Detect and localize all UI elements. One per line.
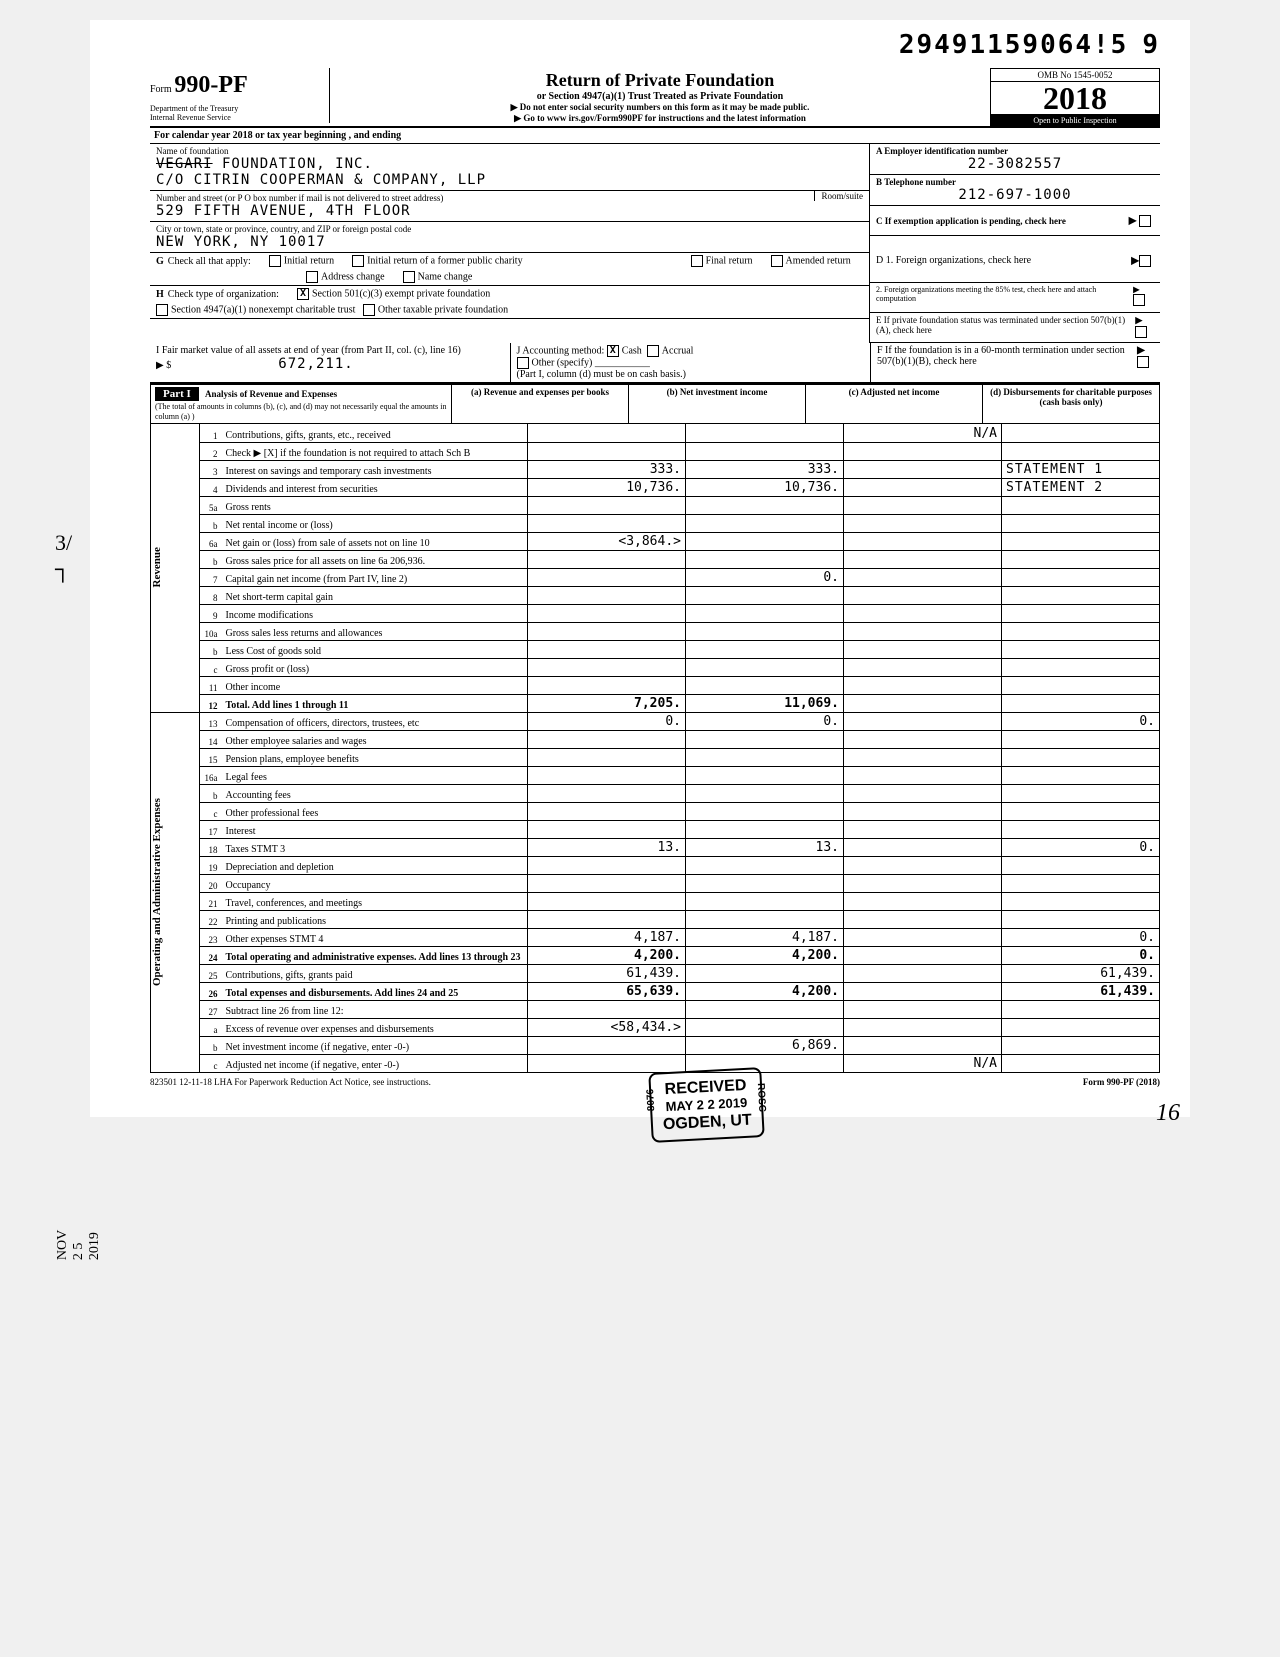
- dept-text: Department of the Treasury Internal Reve…: [150, 105, 323, 123]
- row-IJF: I Fair market value of all assets at end…: [150, 343, 1160, 383]
- part1-table: Revenue1Contributions, gifts, grants, et…: [150, 424, 1160, 1073]
- margin-scribble: 3/┐: [55, 530, 72, 582]
- header-center: Return of Private Foundation or Section …: [330, 68, 990, 126]
- form-code: 990-PF: [174, 72, 247, 98]
- checkbox[interactable]: [269, 255, 281, 267]
- header-right: OMB No 1545-0052 2018 Open to Public Ins…: [990, 68, 1160, 126]
- : Name of foundation VEGARI FOUNDATION, IN…: [150, 144, 869, 191]
- page-number-handwritten: 16: [1156, 1100, 1180, 1127]
- part1-header: Part I Analysis of Revenue and Expenses …: [150, 383, 1160, 424]
- entity-info: Name of foundation VEGARI FOUNDATION, IN…: [150, 144, 1160, 253]
- form-header: Form 990-PF Department of the Treasury I…: [150, 68, 1160, 128]
- row-H: HCheck type of organization: XSection 50…: [150, 286, 869, 319]
- tax-year: 2018: [990, 81, 1160, 115]
- received-stamp: RECEIVED MAY 2 2 2019 OGDEN, UT 8076 ROS…: [648, 1067, 764, 1143]
- dln-number: 29491159064!59: [150, 30, 1160, 60]
- calendar-year-line: For calendar year 2018 or tax year begin…: [150, 128, 1160, 144]
- row-G: GCheck all that apply: Initial return In…: [150, 253, 869, 286]
- form-page: 29491159064!59 Form 990-PF Department of…: [90, 20, 1190, 1117]
- header-left: Form 990-PF Department of the Treasury I…: [150, 68, 330, 123]
